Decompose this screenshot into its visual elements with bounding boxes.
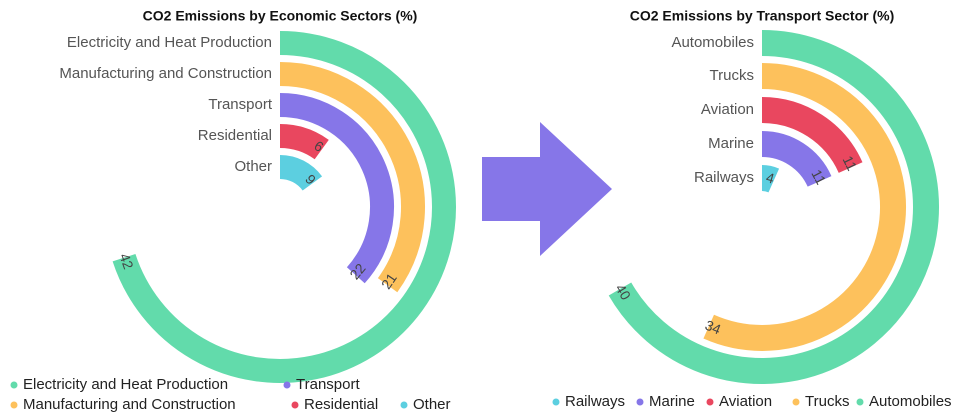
- legend-label: Trucks: [805, 393, 849, 410]
- data-label: 11: [840, 153, 861, 173]
- category-label: Manufacturing and Construction: [59, 65, 272, 82]
- radial-bar: [279, 93, 394, 284]
- radial-bar: [279, 124, 329, 160]
- data-label: 34: [703, 317, 724, 338]
- data-label: 40: [612, 281, 634, 303]
- radial-bar: [279, 62, 425, 293]
- category-label: Trucks: [710, 67, 754, 84]
- legend-marker: [291, 401, 299, 409]
- data-label: 42: [116, 251, 136, 271]
- legend-marker: [552, 398, 560, 406]
- legend-label: Manufacturing and Construction: [23, 396, 236, 413]
- chart-title: CO2 Emissions by Economic Sectors (%): [143, 8, 418, 24]
- legend-marker: [283, 381, 291, 389]
- chart-title: CO2 Emissions by Transport Sector (%): [630, 8, 895, 24]
- legend-label: Railways: [565, 393, 625, 410]
- legend-marker: [706, 398, 714, 406]
- category-label: Aviation: [701, 101, 754, 118]
- category-label: Automobiles: [671, 34, 754, 51]
- category-label: Marine: [708, 135, 754, 152]
- legend-marker: [10, 401, 18, 409]
- radial-bar: [112, 31, 456, 383]
- legend-label: Automobiles: [869, 393, 952, 410]
- legend-label: Marine: [649, 393, 695, 410]
- data-label: 21: [378, 270, 400, 292]
- radial-bar: [761, 97, 863, 174]
- category-label: Electricity and Heat Production: [67, 34, 272, 51]
- legend-label: Electricity and Heat Production: [23, 376, 228, 393]
- category-label: Transport: [208, 96, 272, 113]
- radial-bar: [279, 155, 323, 192]
- radial-bar: [761, 165, 780, 193]
- radial-bar: [703, 63, 906, 351]
- legend-label: Residential: [304, 396, 378, 413]
- legend-marker: [636, 398, 644, 406]
- data-label: 11: [808, 167, 829, 188]
- legend-marker: [10, 381, 18, 389]
- category-label: Residential: [198, 127, 272, 144]
- legend-marker: [400, 401, 408, 409]
- legend-marker: [856, 398, 864, 406]
- arrow: [482, 122, 612, 256]
- legend-marker: [792, 398, 800, 406]
- category-label: Railways: [694, 169, 754, 186]
- radial-bar: [761, 131, 832, 188]
- legend-label: Aviation: [719, 393, 772, 410]
- legend-label: Transport: [296, 376, 360, 393]
- legend-label: Other: [413, 396, 451, 413]
- category-label: Other: [234, 158, 272, 175]
- radial-bar: [608, 30, 939, 384]
